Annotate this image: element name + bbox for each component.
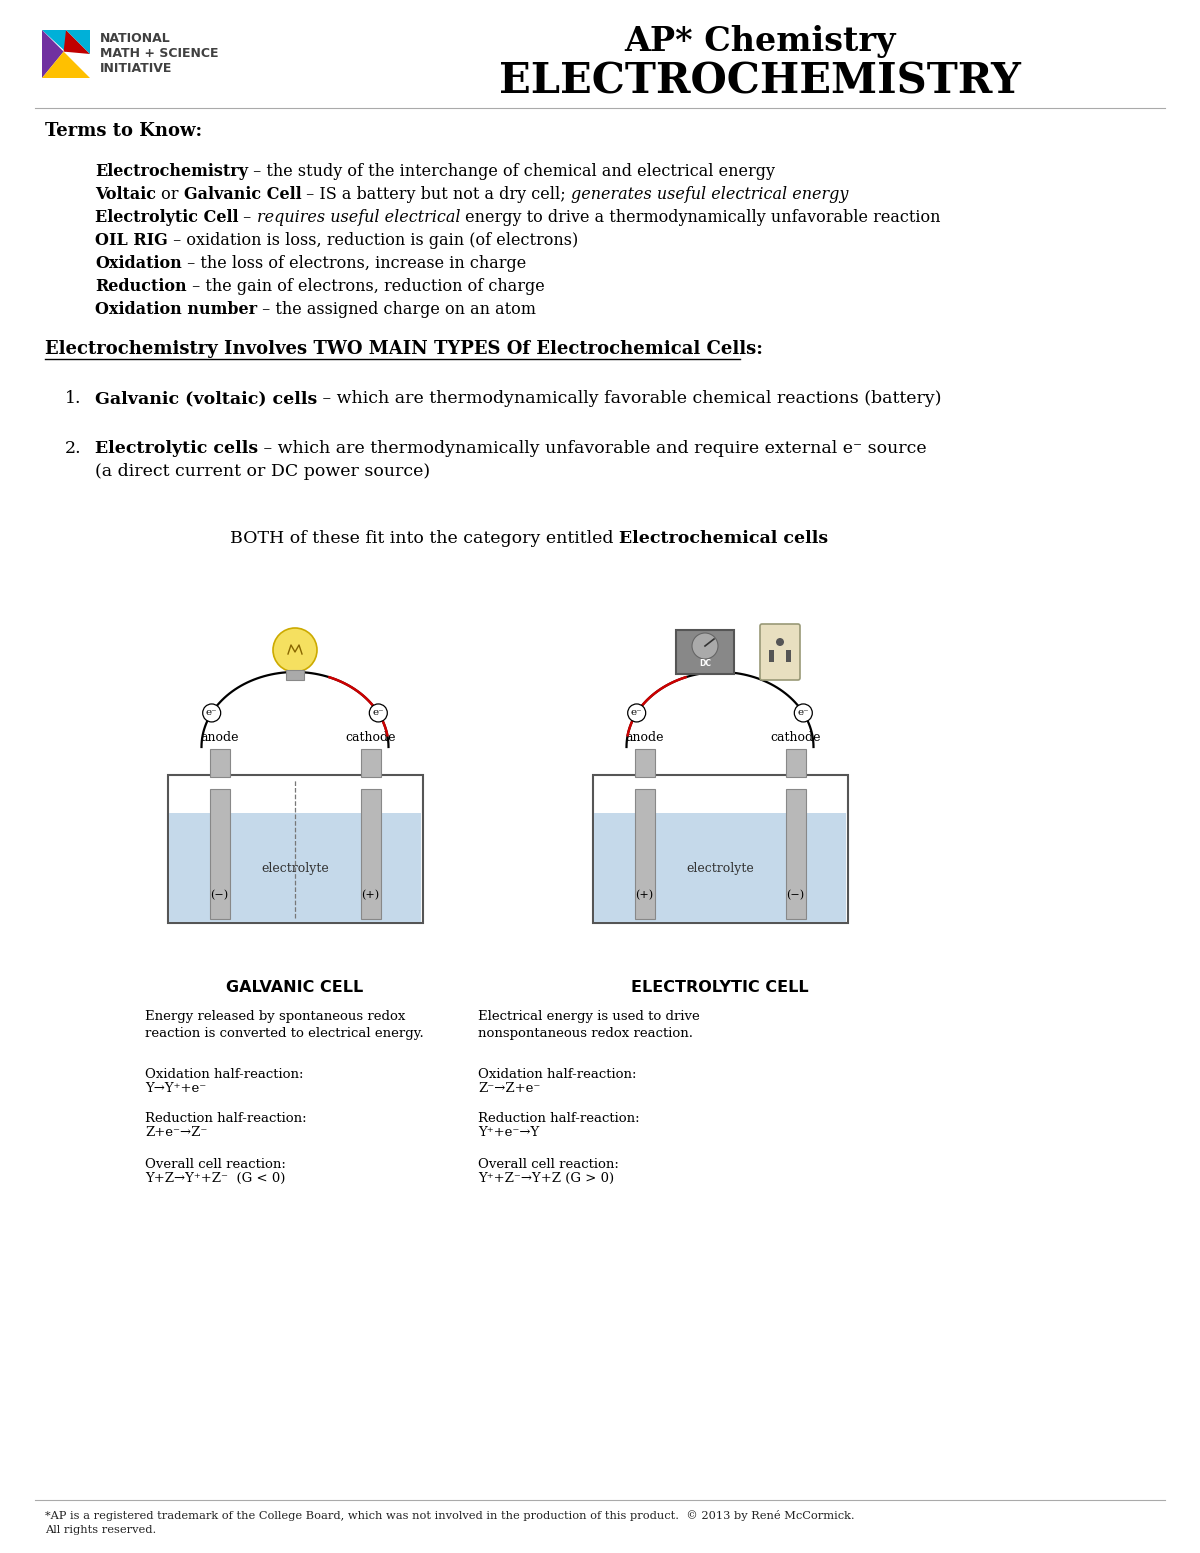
Text: – which are thermodynamically unfavorable and require external e: – which are thermodynamically unfavorabl… (258, 439, 853, 457)
Bar (210, 749, 229, 776)
Text: 1.: 1. (65, 390, 82, 407)
Text: NATIONAL: NATIONAL (100, 33, 170, 45)
Text: Electrochemical cells: Electrochemical cells (619, 530, 828, 547)
Text: ⁻ source: ⁻ source (853, 439, 926, 457)
Text: electrolyte: electrolyte (686, 862, 754, 876)
Bar (286, 669, 304, 680)
Bar (210, 789, 229, 919)
Text: Overall cell reaction:: Overall cell reaction: (478, 1159, 619, 1171)
Text: Voltaic: Voltaic (95, 186, 156, 203)
Text: cathode: cathode (346, 731, 396, 744)
Polygon shape (42, 51, 90, 78)
Text: Electrochemistry: Electrochemistry (95, 163, 248, 180)
Circle shape (203, 704, 221, 722)
Bar (594, 814, 846, 921)
Text: e⁻: e⁻ (206, 708, 217, 717)
Text: anode: anode (625, 731, 664, 744)
Circle shape (628, 704, 646, 722)
Text: or: or (156, 186, 184, 203)
Bar (168, 775, 422, 922)
Circle shape (692, 634, 718, 658)
Text: Z+e⁻→Z⁻: Z+e⁻→Z⁻ (145, 1126, 208, 1138)
Text: requires useful electrical: requires useful electrical (257, 210, 461, 227)
Polygon shape (42, 30, 64, 78)
Bar (786, 789, 805, 919)
Bar (786, 651, 791, 662)
Bar (676, 631, 734, 674)
Text: Overall cell reaction:: Overall cell reaction: (145, 1159, 286, 1171)
Text: – the assigned charge on an atom: – the assigned charge on an atom (257, 301, 536, 318)
Text: electrolyte: electrolyte (262, 862, 329, 876)
Text: 2.: 2. (65, 439, 82, 457)
Text: (+): (+) (636, 890, 654, 901)
Text: ELECTROLYTIC CELL: ELECTROLYTIC CELL (631, 980, 809, 995)
Text: BOTH of these fit into the category entitled: BOTH of these fit into the category enti… (230, 530, 619, 547)
Bar (593, 775, 847, 922)
Text: – IS a battery but not a dry cell;: – IS a battery but not a dry cell; (301, 186, 571, 203)
Text: *AP is a registered trademark of the College Board, which was not involved in th: *AP is a registered trademark of the Col… (46, 1510, 854, 1534)
Text: generates useful electrical energy: generates useful electrical energy (571, 186, 848, 203)
Polygon shape (66, 30, 90, 54)
Circle shape (370, 704, 388, 722)
Text: e⁻: e⁻ (631, 708, 642, 717)
Bar (169, 814, 421, 921)
Text: (−): (−) (786, 890, 804, 901)
Circle shape (794, 704, 812, 722)
Text: Reduction half-reaction:: Reduction half-reaction: (145, 1112, 307, 1124)
Text: Y⁺+Z⁻→Y+Z (G > 0): Y⁺+Z⁻→Y+Z (G > 0) (478, 1173, 614, 1185)
Text: INITIATIVE: INITIATIVE (100, 62, 173, 75)
Text: –: – (239, 210, 257, 227)
Text: – which are thermodynamically favorable chemical reactions (battery): – which are thermodynamically favorable … (317, 390, 942, 407)
Text: Electrolytic cells: Electrolytic cells (95, 439, 258, 457)
Text: Electrolytic Cell: Electrolytic Cell (95, 210, 239, 227)
Text: anode: anode (200, 731, 239, 744)
Bar (360, 789, 380, 919)
Text: – the gain of electrons, reduction of charge: – the gain of electrons, reduction of ch… (187, 278, 545, 295)
Bar (769, 651, 774, 662)
Text: Y→Y⁺+e⁻: Y→Y⁺+e⁻ (145, 1082, 206, 1095)
Text: Y⁺+e⁻→Y: Y⁺+e⁻→Y (478, 1126, 539, 1138)
Text: (+): (+) (361, 890, 379, 901)
Text: Oxidation number: Oxidation number (95, 301, 257, 318)
Text: Oxidation half-reaction:: Oxidation half-reaction: (145, 1068, 304, 1081)
Text: cathode: cathode (770, 731, 821, 744)
Text: – oxidation is loss, reduction is gain (of electrons): – oxidation is loss, reduction is gain (… (168, 231, 578, 248)
Text: Galvanic Cell: Galvanic Cell (184, 186, 301, 203)
Text: Z⁻→Z+e⁻: Z⁻→Z+e⁻ (478, 1082, 540, 1095)
Text: ELECTROCHEMISTRY: ELECTROCHEMISTRY (499, 61, 1021, 102)
Text: DC: DC (698, 660, 710, 668)
Text: AP* Chemistry: AP* Chemistry (624, 25, 895, 57)
Text: e⁻: e⁻ (798, 708, 809, 717)
Text: Electrochemistry Involves TWO MAIN TYPES Of Electrochemical Cells:: Electrochemistry Involves TWO MAIN TYPES… (46, 340, 763, 359)
Text: Oxidation: Oxidation (95, 255, 181, 272)
Text: – the study of the interchange of chemical and electrical energy: – the study of the interchange of chemic… (248, 163, 775, 180)
Text: – the loss of electrons, increase in charge: – the loss of electrons, increase in cha… (181, 255, 526, 272)
Circle shape (274, 627, 317, 672)
Text: (−): (−) (210, 890, 228, 901)
Polygon shape (42, 30, 66, 51)
Bar (786, 749, 805, 776)
Bar (360, 749, 380, 776)
FancyBboxPatch shape (760, 624, 800, 680)
Text: energy to drive a thermodynamically unfavorable reaction: energy to drive a thermodynamically unfa… (461, 210, 941, 227)
Text: Reduction: Reduction (95, 278, 187, 295)
Bar (635, 749, 654, 776)
Text: Reduction half-reaction:: Reduction half-reaction: (478, 1112, 640, 1124)
Bar (635, 789, 654, 919)
Text: MATH + SCIENCE: MATH + SCIENCE (100, 47, 218, 61)
Text: Energy released by spontaneous redox
reaction is converted to electrical energy.: Energy released by spontaneous redox rea… (145, 1009, 424, 1041)
Polygon shape (64, 30, 90, 54)
Text: Electrical energy is used to drive
nonspontaneous redox reaction.: Electrical energy is used to drive nonsp… (478, 1009, 700, 1041)
Text: Y+Z→Y⁺+Z⁻  (G < 0): Y+Z→Y⁺+Z⁻ (G < 0) (145, 1173, 286, 1185)
Text: Terms to Know:: Terms to Know: (46, 123, 202, 140)
Text: Oxidation half-reaction:: Oxidation half-reaction: (478, 1068, 636, 1081)
Text: OIL RIG: OIL RIG (95, 231, 168, 248)
Text: GALVANIC CELL: GALVANIC CELL (227, 980, 364, 995)
Text: (a direct current or DC power source): (a direct current or DC power source) (95, 463, 430, 480)
Circle shape (776, 638, 784, 646)
Text: Galvanic (voltaic) cells: Galvanic (voltaic) cells (95, 390, 317, 407)
Text: e⁻: e⁻ (372, 708, 384, 717)
